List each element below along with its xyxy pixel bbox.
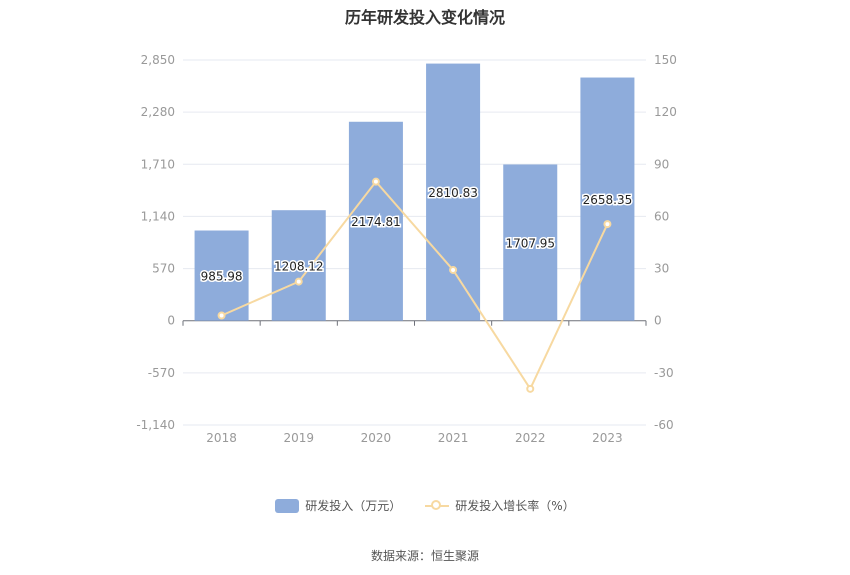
y-right-tick-label: -30 xyxy=(654,366,674,380)
legend-item-growth-rate[interactable]: 研发投入增长率（%） xyxy=(425,497,575,514)
chart-title: 历年研发投入变化情况 xyxy=(344,8,505,27)
y-left-tick-label: 570 xyxy=(152,262,175,276)
y-left-tick-label: 2,280 xyxy=(141,105,175,119)
y-left-tick-label: 1,140 xyxy=(141,209,175,223)
y-left-tick-label: 1,710 xyxy=(141,157,175,171)
growth-rate-point xyxy=(526,384,535,393)
x-tick-label: 2020 xyxy=(361,431,392,445)
y-left-tick-label: -570 xyxy=(148,366,175,380)
growth-rate-point xyxy=(294,277,303,286)
bar xyxy=(426,63,481,321)
bar xyxy=(503,164,558,321)
y-right-tick-label: 90 xyxy=(654,157,669,171)
y-right-tick-label: 30 xyxy=(654,262,669,276)
growth-rate-point xyxy=(603,220,612,229)
bar-value-label: 985.98 xyxy=(201,270,243,284)
bar-value-label: 1707.95 xyxy=(505,237,555,251)
x-tick-label: 2018 xyxy=(206,431,237,445)
bar-value-label: 2810.83 xyxy=(428,186,478,200)
legend: 研发投入（万元） 研发投入增长率（%） xyxy=(0,497,850,514)
x-tick-label: 2021 xyxy=(438,431,469,445)
bar xyxy=(348,121,403,321)
data-source: 数据来源：恒生聚源 xyxy=(370,549,479,563)
growth-rate-point xyxy=(217,311,226,320)
bar-value-label: 2174.81 xyxy=(351,215,401,229)
legend-label-growth-rate: 研发投入增长率（%） xyxy=(455,499,575,513)
legend-line-swatch xyxy=(425,499,450,513)
growth-rate-point xyxy=(449,265,458,274)
y-right-tick-label: 150 xyxy=(654,53,677,67)
y-right-tick-label: -60 xyxy=(654,418,674,432)
legend-item-rd-investment[interactable]: 研发投入（万元） xyxy=(275,497,401,514)
y-right-tick-label: 60 xyxy=(654,209,669,223)
y-left-tick-label: -1,140 xyxy=(136,418,175,432)
bar xyxy=(580,77,635,321)
bar-value-label: 2658.35 xyxy=(583,193,633,207)
y-right-tick-label: 120 xyxy=(654,105,677,119)
legend-bar-swatch xyxy=(275,498,300,513)
x-tick-label: 2019 xyxy=(283,431,314,445)
x-tick-label: 2022 xyxy=(515,431,546,445)
bar xyxy=(194,230,249,321)
growth-rate-point xyxy=(371,177,380,186)
bar xyxy=(271,210,326,321)
y-left-tick-label: 2,850 xyxy=(141,53,175,67)
bar-value-label: 1208.12 xyxy=(274,259,324,273)
x-tick-label: 2023 xyxy=(592,431,623,445)
y-left-tick-label: 0 xyxy=(167,314,175,328)
legend-label-rd-investment: 研发投入（万元） xyxy=(305,499,402,513)
y-right-tick-label: 0 xyxy=(654,314,662,328)
growth-rate-line xyxy=(221,180,609,391)
